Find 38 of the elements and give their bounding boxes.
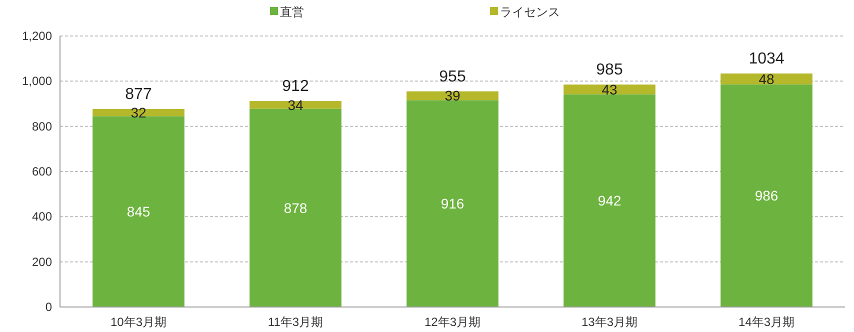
data-label: 39 — [444, 88, 460, 104]
bar — [720, 84, 812, 307]
data-label: 878 — [284, 200, 308, 216]
bar — [250, 101, 342, 109]
x-tick-label: 10年3月期 — [110, 315, 167, 329]
bar — [92, 116, 184, 307]
bar — [92, 108, 184, 116]
x-tick-label: 12年3月期 — [424, 315, 481, 329]
bar — [406, 100, 498, 307]
bar — [720, 73, 812, 84]
y-tick-label: 800 — [32, 119, 52, 134]
x-tick-label: 13年3月期 — [581, 315, 638, 329]
bar — [564, 94, 656, 307]
legend-label: ライセンス — [500, 5, 560, 19]
bar — [564, 84, 656, 94]
data-label: 32 — [130, 104, 146, 121]
data-label: 43 — [602, 81, 618, 98]
total-label: 955 — [439, 68, 466, 86]
y-tick-label: 0 — [45, 300, 52, 314]
bar — [250, 108, 342, 307]
x-tick-label: 14年3月期 — [738, 315, 795, 329]
y-tick-label: 1,000 — [22, 74, 52, 88]
y-tick-label: 1,200 — [22, 29, 52, 43]
total-label: 877 — [125, 86, 152, 103]
x-tick-label: 11年3月期 — [268, 315, 324, 329]
data-label: 48 — [758, 70, 774, 87]
data-label: 34 — [288, 96, 304, 113]
data-label: 916 — [440, 196, 464, 212]
y-tick-label: 200 — [32, 254, 52, 269]
total-label: 912 — [282, 78, 309, 96]
data-label: 845 — [126, 204, 150, 220]
data-label: 986 — [754, 188, 778, 204]
total-label: 985 — [596, 62, 623, 79]
total-label: 1034 — [748, 50, 784, 68]
legend-label: 直営 — [280, 5, 304, 19]
y-tick-label: 400 — [32, 210, 52, 224]
data-label: 942 — [598, 192, 622, 209]
y-tick-label: 600 — [32, 164, 52, 178]
